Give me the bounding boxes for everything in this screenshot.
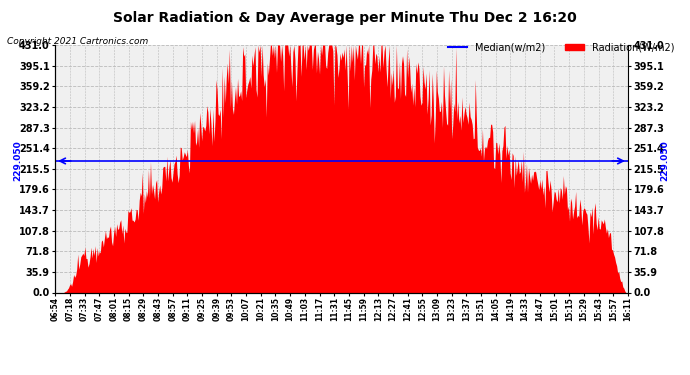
Text: Copyright 2021 Cartronics.com: Copyright 2021 Cartronics.com (7, 38, 148, 46)
Text: Solar Radiation & Day Average per Minute Thu Dec 2 16:20: Solar Radiation & Day Average per Minute… (113, 11, 577, 25)
Text: 229.050: 229.050 (14, 141, 23, 182)
Text: 229.050: 229.050 (660, 141, 669, 182)
Legend: Median(w/m2), Radiation(W/m2): Median(w/m2), Radiation(W/m2) (444, 39, 678, 56)
